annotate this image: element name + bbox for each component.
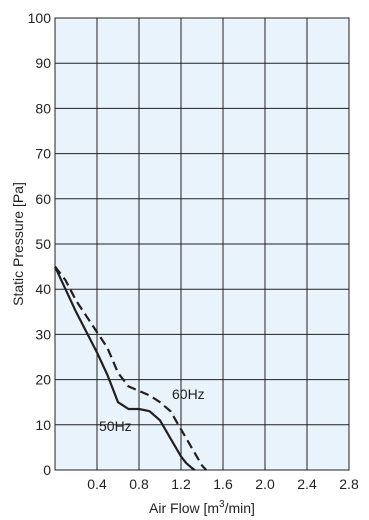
- y-tick-label: 100: [28, 10, 52, 26]
- x-tick-label: 0.4: [87, 476, 107, 492]
- series-layer: [54, 265, 208, 471]
- x-tick-label: 1.6: [213, 476, 233, 492]
- x-tick-label: 2.0: [255, 476, 275, 492]
- x-tick-label: 0.8: [129, 476, 149, 492]
- x-tick-label: 2.4: [297, 476, 317, 492]
- y-tick-label: 40: [35, 281, 51, 297]
- y-tick-label: 30: [35, 326, 51, 342]
- y-tick-label: 50: [35, 236, 51, 252]
- series-label-50hz: 50Hz: [99, 418, 132, 434]
- y-tick-label: 70: [35, 146, 51, 162]
- series-label-60hz: 60Hz: [172, 386, 205, 402]
- x-axis-label: Air Flow [m3/min]: [149, 499, 255, 516]
- plot-frame: [54, 17, 350, 471]
- y-tick-label: 10: [35, 417, 51, 433]
- x-axis-label-superscript: 3: [219, 499, 225, 510]
- series-line-50hz: [54, 266, 196, 471]
- x-tick-label: 1.2: [171, 476, 191, 492]
- y-tick-label: 20: [35, 372, 51, 388]
- x-axis-ticks: 0.4 0.8 1.2 1.6 2.0 2.4 2.8: [87, 476, 359, 492]
- x-tick-label: 2.8: [339, 476, 359, 492]
- y-tick-label: 60: [35, 191, 51, 207]
- series-line-60hz: [54, 265, 208, 471]
- y-tick-label: 90: [35, 55, 51, 71]
- y-axis-label: Static Pressure [Pa]: [10, 182, 26, 306]
- y-tick-label: 80: [35, 100, 51, 116]
- y-axis-ticks: 0 10 20 30 40 50 60 70 80 90 100: [28, 10, 52, 478]
- y-tick-label: 0: [43, 462, 51, 478]
